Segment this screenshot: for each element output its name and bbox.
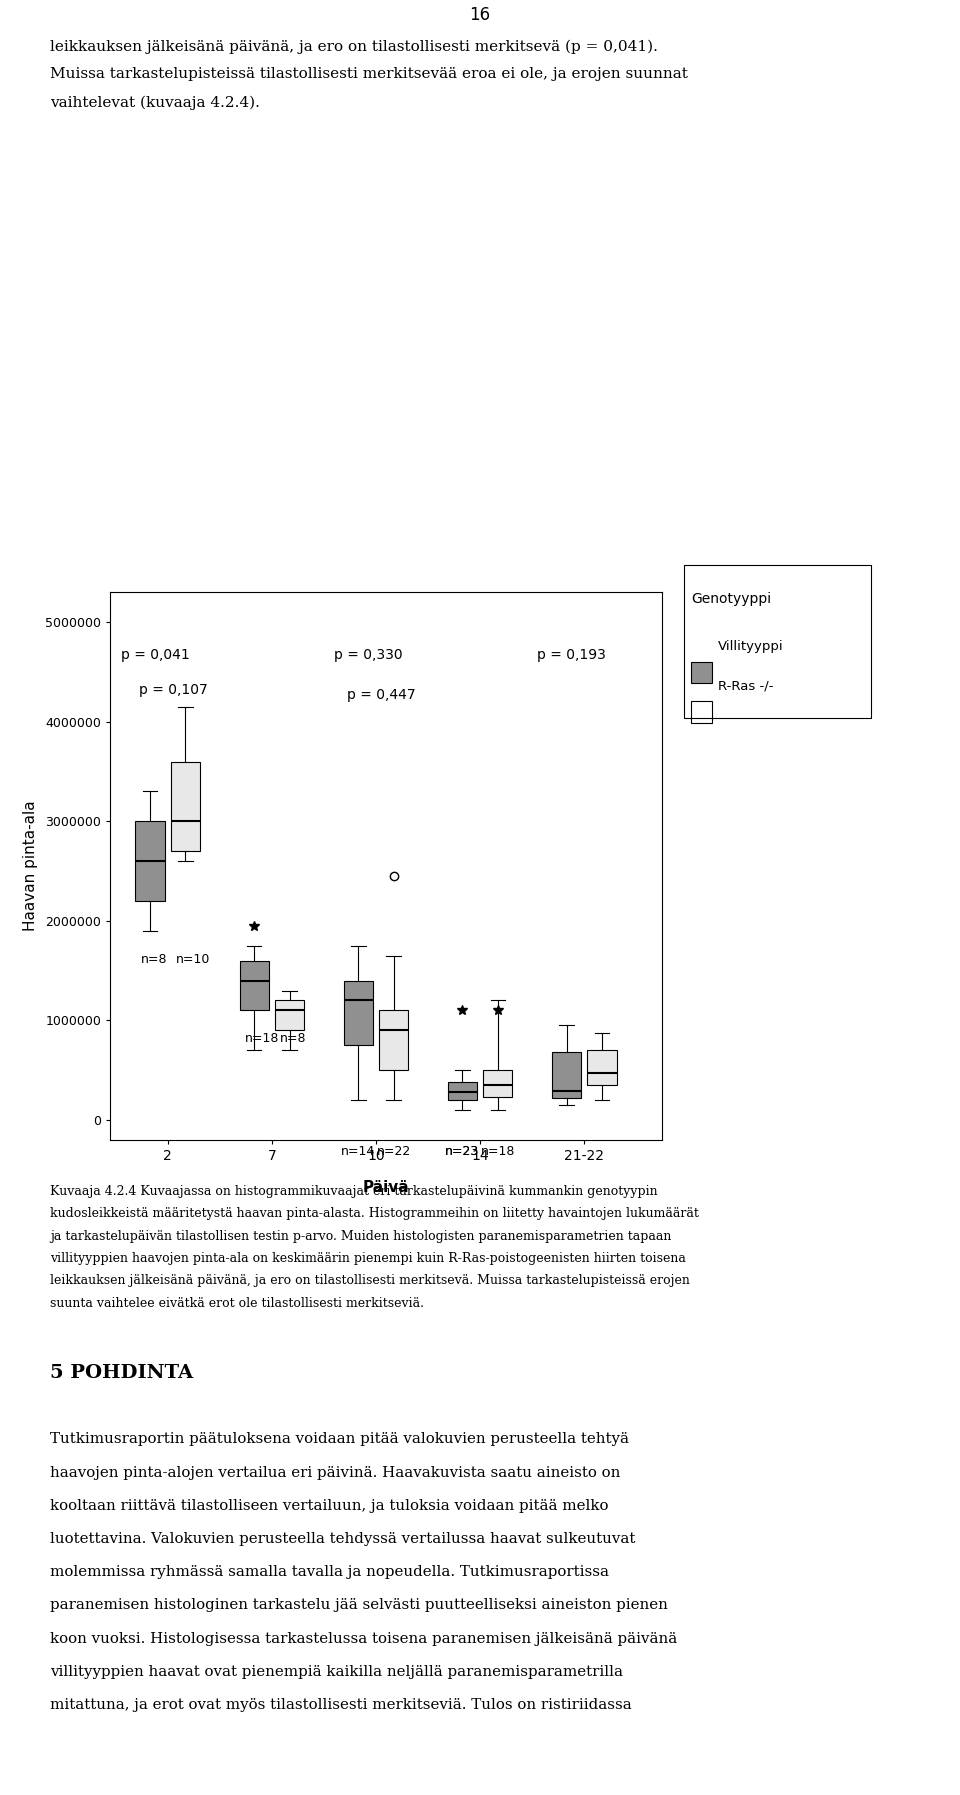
- Text: leikkauksen jälkeisänä päivänä, ja ero on tilastollisesti merkitsevä (p = 0,041): leikkauksen jälkeisänä päivänä, ja ero o…: [50, 39, 658, 54]
- Text: Muissa tarkastelupisteissä tilastollisesti merkitsevää eroa ei ole, ja erojen su: Muissa tarkastelupisteissä tilastollises…: [50, 66, 687, 81]
- Text: n=23: n=23: [445, 1145, 480, 1158]
- Text: Tutkimusraportin päätuloksena voidaan pitää valokuvien perusteella tehtyä: Tutkimusraportin päätuloksena voidaan pi…: [50, 1432, 629, 1447]
- Bar: [552, 1052, 581, 1099]
- Bar: [135, 822, 164, 901]
- Text: leikkauksen jälkeisänä päivänä, ja ero on tilastollisesti merkitsevä. Muissa tar: leikkauksen jälkeisänä päivänä, ja ero o…: [50, 1274, 690, 1287]
- Bar: [588, 1050, 616, 1084]
- Text: n=8: n=8: [140, 953, 167, 966]
- Text: p = 0,330: p = 0,330: [334, 648, 403, 662]
- Text: p = 0,193: p = 0,193: [538, 648, 607, 662]
- Text: paranemisen histologinen tarkastelu jää selvästi puutteelliseksi aineiston piene: paranemisen histologinen tarkastelu jää …: [50, 1599, 668, 1612]
- Text: n=8: n=8: [280, 1032, 306, 1045]
- Text: 5 POHDINTA: 5 POHDINTA: [50, 1364, 193, 1382]
- Y-axis label: Haavan pinta-ala: Haavan pinta-ala: [23, 801, 38, 932]
- Text: ja tarkastelupäivän tilastollisen testin p-arvo. Muiden histologisten paranemisp: ja tarkastelupäivän tilastollisen testin…: [50, 1230, 671, 1242]
- Text: vaihtelevat (kuvaaja 4.2.4).: vaihtelevat (kuvaaja 4.2.4).: [50, 95, 260, 109]
- Bar: [483, 1070, 513, 1097]
- Bar: [448, 1082, 477, 1100]
- Text: n=22: n=22: [376, 1145, 411, 1158]
- Text: koon vuoksi. Histologisessa tarkastelussa toisena paranemisen jälkeisänä päivänä: koon vuoksi. Histologisessa tarkasteluss…: [50, 1632, 677, 1646]
- Text: luotettavina. Valokuvien perusteella tehdyssä vertailussa haavat sulkeutuvat: luotettavina. Valokuvien perusteella teh…: [50, 1533, 636, 1545]
- Text: p = 0,447: p = 0,447: [347, 687, 416, 702]
- Bar: [275, 1000, 304, 1030]
- Text: villityyppien haavojen pinta-ala on keskimäärin pienempi kuin R-Ras-poistogeenis: villityyppien haavojen pinta-ala on kesk…: [50, 1253, 685, 1265]
- Text: p = 0,041: p = 0,041: [121, 648, 189, 662]
- Text: Villityyppi: Villityyppi: [718, 639, 783, 653]
- Text: n=10: n=10: [176, 953, 210, 966]
- Bar: [344, 980, 372, 1045]
- Text: n=23: n=23: [445, 1145, 480, 1158]
- Text: Kuvaaja 4.2.4 Kuvaajassa on histogrammikuvaajat eri tarkastelupäivinä kummankin : Kuvaaja 4.2.4 Kuvaajassa on histogrammik…: [50, 1185, 658, 1197]
- Text: p = 0,107: p = 0,107: [138, 682, 207, 696]
- Text: molemmissa ryhmässä samalla tavalla ja nopeudella. Tutkimusraportissa: molemmissa ryhmässä samalla tavalla ja n…: [50, 1565, 609, 1580]
- Text: R-Ras -/-: R-Ras -/-: [718, 679, 774, 693]
- Bar: [240, 960, 269, 1011]
- Text: suunta vaihtelee eivätkä erot ole tilastollisesti merkitseviä.: suunta vaihtelee eivätkä erot ole tilast…: [50, 1296, 424, 1310]
- Text: n=18: n=18: [245, 1032, 279, 1045]
- X-axis label: Päivä: Päivä: [363, 1179, 410, 1194]
- Text: haavojen pinta-alojen vertailua eri päivinä. Haavakuvista saatu aineisto on: haavojen pinta-alojen vertailua eri päiv…: [50, 1465, 620, 1479]
- Bar: [379, 1011, 408, 1070]
- Text: kudosleikkeistä määritetystä haavan pinta-alasta. Histogrammeihin on liitetty ha: kudosleikkeistä määritetystä haavan pint…: [50, 1206, 699, 1221]
- Bar: [171, 761, 200, 851]
- Text: Genotyyppi: Genotyyppi: [691, 592, 771, 607]
- Text: mitattuna, ja erot ovat myös tilastollisesti merkitseviä. Tulos on ristiriidassa: mitattuna, ja erot ovat myös tilastollis…: [50, 1698, 632, 1712]
- Text: kooltaan riittävä tilastolliseen vertailuun, ja tuloksia voidaan pitää melko: kooltaan riittävä tilastolliseen vertail…: [50, 1499, 609, 1513]
- Text: villityyppien haavat ovat pienempiä kaikilla neljällä paranemisparametrilla: villityyppien haavat ovat pienempiä kaik…: [50, 1666, 623, 1678]
- Text: n=18: n=18: [481, 1145, 515, 1158]
- Text: n=14: n=14: [341, 1145, 375, 1158]
- Text: 16: 16: [469, 5, 491, 25]
